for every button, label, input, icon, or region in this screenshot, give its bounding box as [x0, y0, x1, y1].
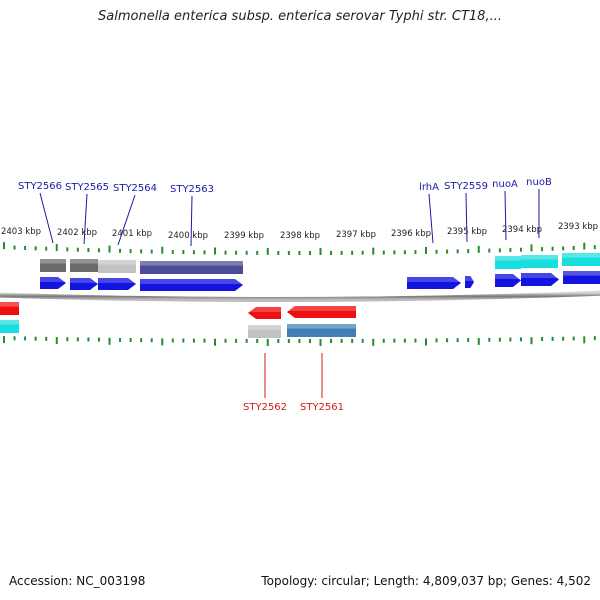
gene-box[interactable] [98, 260, 136, 273]
kbp-label: 2400 kbp [168, 231, 208, 241]
cds-arrow[interactable] [287, 306, 356, 318]
gene-label-sty2564[interactable]: STY2564 [113, 183, 157, 194]
tick-marks-top [3, 242, 596, 255]
cds-arrow[interactable] [495, 274, 521, 287]
cds-arrow[interactable] [40, 277, 66, 289]
gene-label-sty2565[interactable]: STY2565 [65, 182, 109, 193]
gene-box-shine [495, 256, 521, 261]
kbp-label: 2402 kbp [57, 228, 97, 238]
leader-line [190, 195, 193, 247]
cds-arrow[interactable] [98, 278, 136, 290]
gene-box-shine [140, 261, 243, 266]
gene-label-sty2563[interactable]: STY2563 [170, 184, 214, 195]
leader-line [465, 192, 468, 243]
cds-arrow[interactable] [140, 279, 243, 291]
genome-backbone [0, 290, 600, 303]
gene-labels: 2403 kbp 2402 kbp 2401 kbp 2400 kbp 2399 kbp… [1, 177, 598, 413]
kbp-label: 2397 kbp [336, 230, 376, 240]
genome-summary: Topology: circular; Length: 4,809,037 bp… [261, 574, 591, 588]
kbp-label: 2401 kbp [112, 229, 152, 239]
leader-line [117, 194, 136, 246]
gene-box[interactable] [495, 256, 521, 269]
gene-box[interactable] [562, 253, 600, 266]
gene-box-shine [98, 260, 136, 265]
gene-box-shine [287, 324, 356, 329]
kbp-label: 2399 kbp [224, 231, 264, 241]
cds-arrow-shine [563, 271, 600, 276]
gene-box-shine [562, 253, 600, 258]
gene-box[interactable] [40, 259, 66, 272]
gene-box[interactable] [521, 255, 558, 268]
gene-box[interactable] [140, 261, 243, 274]
leader-line [428, 193, 434, 244]
kbp-label: 2393 kbp [558, 222, 598, 232]
gene-box[interactable] [70, 259, 98, 272]
gene-box[interactable] [287, 324, 356, 337]
feature-track [0, 253, 600, 338]
gene-label-sty2562[interactable]: STY2562 [243, 402, 287, 413]
cds-arrow[interactable] [248, 307, 281, 319]
leader-line [504, 190, 507, 241]
cds-arrow[interactable] [0, 302, 19, 315]
gene-label-lrha[interactable]: lrhA [419, 182, 439, 193]
cds-arrow-shine [0, 302, 19, 307]
gene-label-sty2561[interactable]: STY2561 [300, 402, 344, 413]
gene-label-nuoa[interactable]: nuoA [492, 179, 518, 190]
gene-box-shine [40, 259, 66, 264]
gene-box[interactable] [0, 320, 19, 333]
gene-label-sty2559[interactable]: STY2559 [444, 181, 488, 192]
kbp-label: 2403 kbp [1, 227, 41, 237]
cds-arrow[interactable] [407, 277, 461, 289]
cds-arrow[interactable] [465, 276, 474, 288]
gene-box-shine [70, 259, 98, 264]
gene-box-shine [521, 255, 558, 260]
gene-label-sty2566[interactable]: STY2566 [18, 181, 62, 192]
cds-arrow[interactable] [70, 278, 98, 290]
kbp-label: 2394 kbp [502, 225, 542, 235]
gene-box-shine [248, 325, 281, 330]
leader-line [39, 192, 54, 244]
gene-box-shine [0, 320, 19, 325]
genome-title: Salmonella enterica subsp. enterica sero… [98, 9, 502, 24]
gene-label-nuob[interactable]: nuoB [526, 177, 552, 188]
accession-text: Accession: NC_003198 [9, 574, 146, 588]
cds-arrow[interactable] [563, 271, 600, 284]
kbp-label: 2396 kbp [391, 229, 431, 239]
leader-line [83, 193, 88, 245]
kbp-label: 2398 kbp [280, 231, 320, 241]
tick-marks-bottom [3, 336, 596, 346]
gene-box[interactable] [248, 325, 281, 338]
cds-arrow[interactable] [521, 273, 559, 286]
